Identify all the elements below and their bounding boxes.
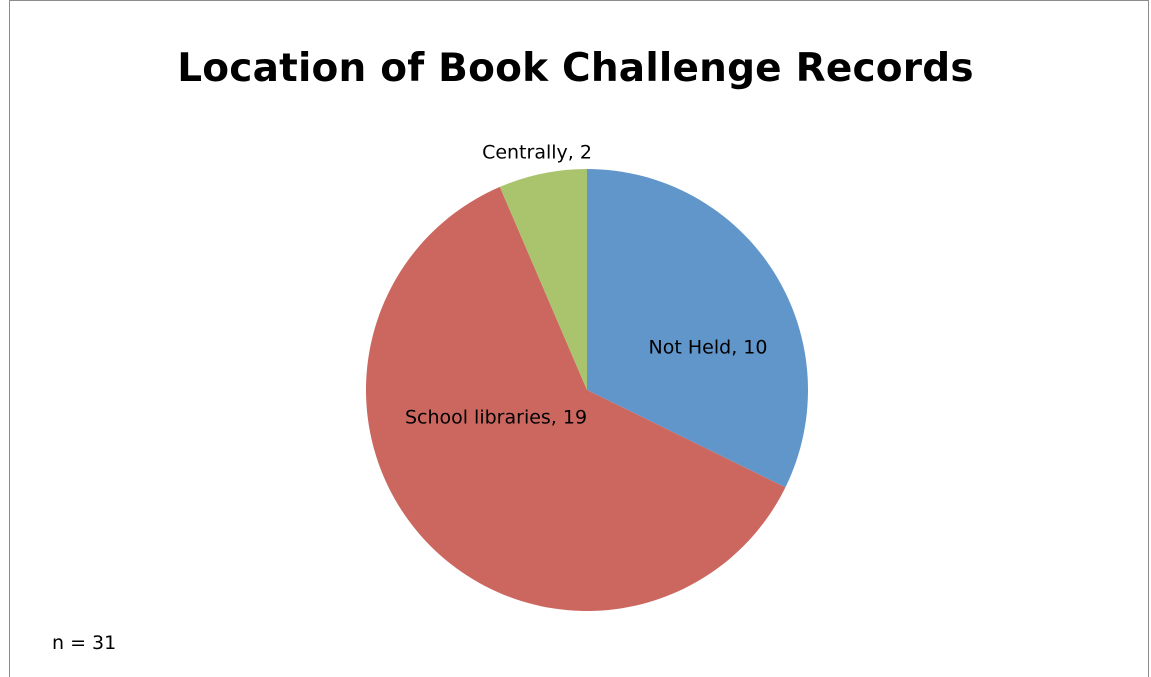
pie-slice-centrally [499, 169, 587, 390]
slice-label-school-libraries: School libraries, 19 [405, 407, 587, 429]
slice-label-not-held: Not Held, 10 [649, 337, 768, 359]
pie-labels: Not Held, 10 School libraries, 19 Centrall… [405, 142, 768, 429]
chart-title: Location of Book Challenge Records [177, 46, 974, 91]
pie-slice-not-held [587, 169, 808, 488]
sample-size-note: n = 31 [52, 632, 117, 654]
slice-label-centrally: Centrally, 2 [482, 142, 592, 164]
pie-slice-school-libraries [365, 186, 786, 612]
pie-slices [365, 169, 808, 612]
